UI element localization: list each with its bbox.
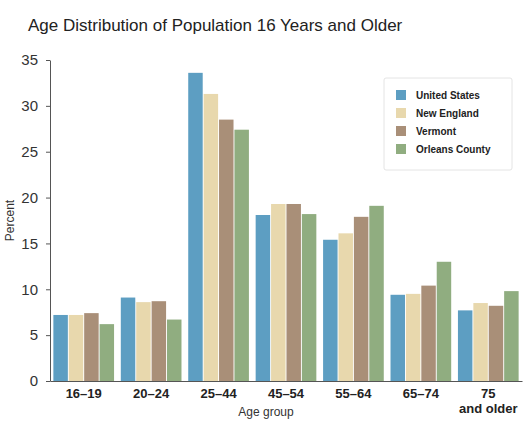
tick: 25 [21, 143, 50, 160]
tick-mark [46, 106, 50, 107]
tick-mark [46, 60, 50, 61]
tick: 65–74 [403, 381, 440, 401]
bar [437, 262, 451, 381]
tick-label: 0 [30, 372, 38, 389]
tick: 16–19 [66, 381, 102, 401]
bar [489, 306, 503, 381]
bar [69, 315, 83, 381]
legend-swatch [396, 126, 406, 136]
tick-label: 75and older [459, 386, 518, 415]
tick-mark [46, 289, 50, 290]
bar [121, 298, 135, 381]
bar [406, 294, 420, 381]
tick: 15 [21, 235, 50, 252]
tick: 55–64 [335, 381, 372, 401]
legend-label: Vermont [416, 126, 457, 137]
bar [354, 217, 368, 381]
tick: 35 [21, 51, 50, 68]
tick-label: 25 [21, 143, 38, 160]
chart: Age Distribution of Population 16 Years … [0, 0, 530, 428]
plot: 0 5 10 15 20 25 30 35 16–19 20–24 25–44 45–54 55–64 6… [21, 51, 522, 415]
axis-line [51, 381, 523, 382]
bar [421, 286, 435, 381]
bar [219, 120, 233, 381]
tick: 20 [21, 189, 50, 206]
tick-label: 45–54 [268, 386, 305, 401]
legend-swatch [396, 108, 406, 118]
bar [391, 295, 405, 381]
bar [53, 315, 67, 381]
legend: United States New England Vermont Orleans C… [384, 78, 512, 170]
tick: 45–54 [268, 381, 305, 401]
y-axis-title: Percent [3, 199, 17, 241]
x-axis-title: Age group [238, 405, 294, 419]
tick: 10 [21, 281, 50, 298]
tick: 75and older [459, 381, 518, 416]
tick-mark [46, 198, 50, 199]
y-axis: 0 5 10 15 20 25 30 35 [21, 51, 50, 389]
legend-swatch [396, 90, 406, 100]
bar [256, 215, 270, 381]
tick: 25–44 [200, 381, 237, 401]
tick: 5 [30, 326, 50, 343]
bar [100, 324, 114, 381]
tick-label: 25–44 [200, 386, 237, 401]
tick-label: 5 [30, 326, 38, 343]
tick-mark [46, 152, 50, 153]
title: Age Distribution of Population 16 Years … [28, 16, 403, 35]
legend-label: Orleans County [416, 144, 491, 155]
legend-label: United States [416, 90, 480, 101]
legend-swatch [396, 144, 406, 154]
axis-line [50, 61, 51, 382]
bar [369, 206, 383, 381]
bar [188, 73, 202, 381]
bar [338, 233, 352, 381]
bar [286, 204, 300, 381]
bar [473, 303, 487, 381]
bar [458, 310, 472, 381]
tick-mark [46, 243, 50, 244]
bar [271, 204, 285, 381]
tick-label: 10 [21, 281, 38, 298]
legend-item: Orleans County [396, 144, 491, 155]
tick-mark [46, 381, 50, 382]
bar [152, 301, 166, 381]
tick-label: 20 [21, 189, 38, 206]
tick-label: 35 [21, 51, 38, 68]
legend-label: New England [416, 108, 479, 119]
tick: 30 [21, 97, 50, 114]
tick: 0 [30, 372, 50, 389]
tick-label: 16–19 [66, 386, 102, 401]
bar [302, 214, 316, 381]
tick-mark [46, 335, 50, 336]
bar [204, 94, 218, 381]
bar [323, 240, 337, 381]
legend-box [384, 78, 512, 170]
bar [84, 313, 98, 381]
bar [136, 302, 150, 381]
bars [53, 73, 518, 381]
tick-label: 65–74 [403, 386, 440, 401]
legend-item: New England [396, 108, 479, 119]
tick: 20–24 [133, 381, 170, 401]
legend-item: Vermont [396, 126, 457, 137]
legend-item: United States [396, 90, 480, 101]
tick-label: 30 [21, 97, 38, 114]
bar [167, 320, 181, 381]
bar [234, 130, 248, 381]
tick-label: 15 [21, 235, 38, 252]
tick-label: 20–24 [133, 386, 170, 401]
tick-label: 55–64 [335, 386, 372, 401]
bar [504, 291, 518, 381]
